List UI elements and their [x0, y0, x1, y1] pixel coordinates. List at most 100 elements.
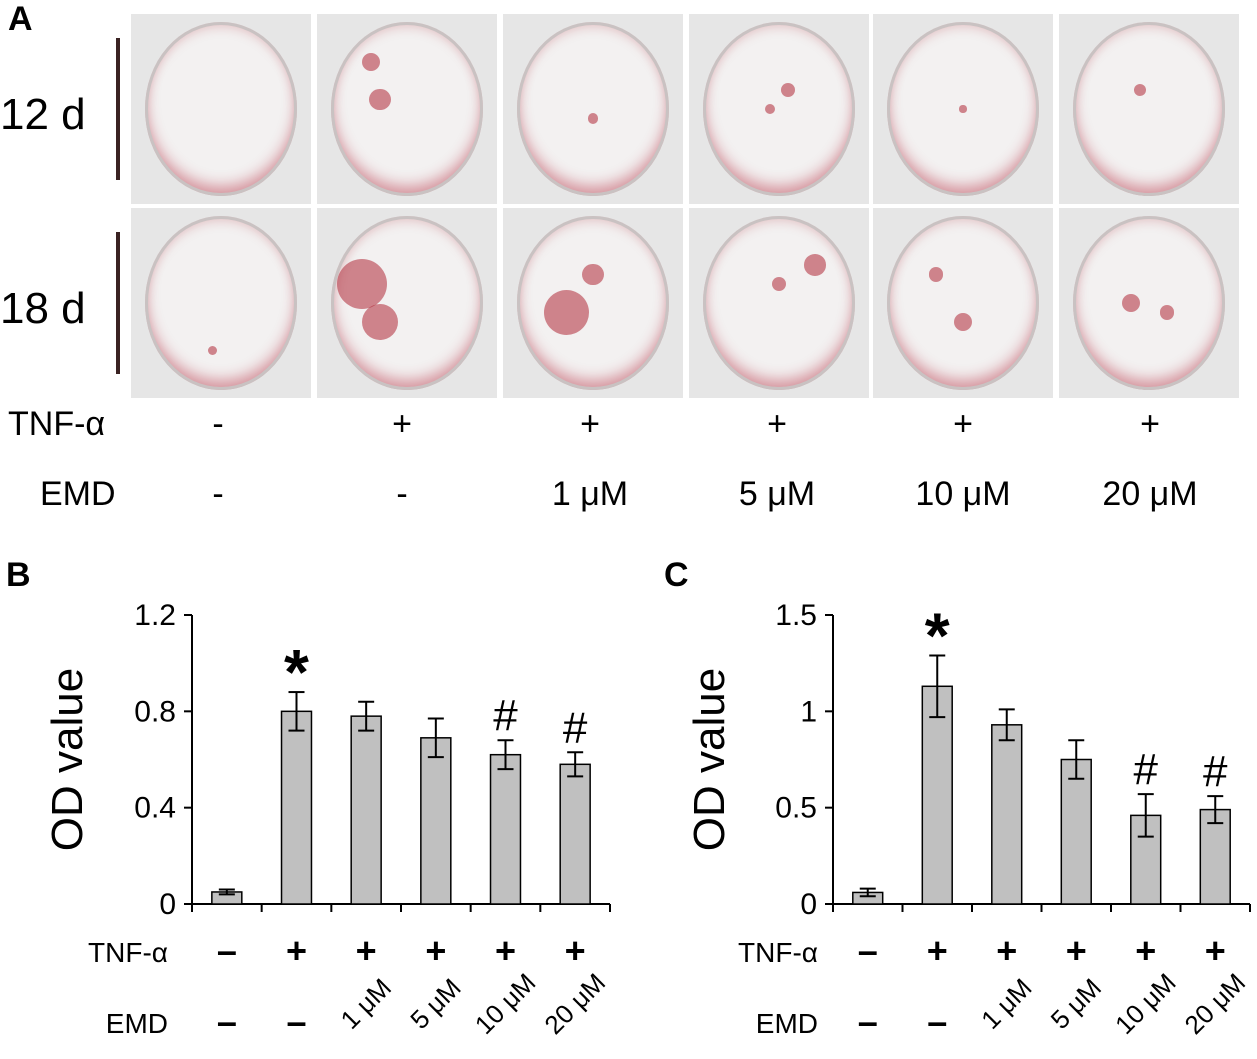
y-tick-label: 0.5 — [775, 792, 817, 825]
culture-dish — [1073, 22, 1225, 196]
culture-dish — [145, 22, 297, 196]
stain-spot — [207, 346, 217, 355]
stain-spot — [780, 82, 796, 98]
emd-value: 10 μM — [1109, 967, 1182, 1040]
tnf-value: + — [1066, 930, 1087, 971]
y-tick-label: 1 — [800, 695, 817, 728]
emd-row-label: EMD — [106, 1008, 168, 1039]
bar — [280, 710, 313, 905]
tnf-value: + — [1205, 930, 1226, 971]
stain-spot — [1159, 305, 1175, 320]
y-tick-label: 0 — [159, 888, 176, 921]
culture-dish — [517, 216, 669, 390]
stain-spot — [928, 267, 944, 282]
emd-value: – — [217, 1001, 237, 1042]
emd-value: 10 μM — [469, 967, 542, 1040]
y-axis-label: OD value — [43, 668, 92, 851]
bar — [420, 737, 452, 905]
emd-value: 20 μM — [1179, 967, 1252, 1040]
culture-dish — [517, 22, 669, 196]
bar — [1199, 808, 1231, 905]
y-tick-label: 0.4 — [134, 792, 176, 825]
tnf-value: – — [858, 930, 878, 971]
tnf-value: + — [565, 930, 586, 971]
tnf-value: + — [1135, 930, 1156, 971]
well-image — [1059, 208, 1239, 398]
panel-a-tnf-value: + — [953, 405, 973, 443]
emd-value: 1 μM — [335, 972, 397, 1034]
row-label-12d: 12 d — [0, 90, 86, 139]
stain-spot — [954, 313, 972, 331]
emd-row-label: EMD — [756, 1008, 818, 1039]
panel-a-emd-value: 5 μM — [738, 475, 816, 513]
tnf-value: + — [996, 930, 1017, 971]
tnf-value: + — [425, 930, 446, 971]
well-image — [873, 208, 1053, 398]
emd-value: 5 μM — [404, 972, 466, 1034]
tnf-value: + — [356, 930, 377, 971]
y-tick-label: 1.2 — [134, 599, 176, 632]
stain-spot — [587, 113, 599, 124]
well-image — [131, 14, 311, 204]
tnf-value: + — [927, 930, 948, 971]
well-image — [503, 208, 683, 398]
panel-c-letter: C — [664, 556, 689, 594]
culture-dish — [145, 216, 297, 390]
well-image — [689, 208, 869, 398]
panel-a-emd-value: - — [212, 475, 224, 513]
emd-value: – — [927, 1001, 947, 1042]
panel-b-letter: B — [6, 556, 31, 594]
bar — [1060, 758, 1092, 905]
stain-spot — [804, 254, 826, 276]
bar — [489, 753, 522, 905]
emd-value: 20 μM — [538, 967, 611, 1040]
significance-hash: # — [1203, 747, 1228, 796]
stain-spot — [959, 105, 967, 113]
bar — [921, 685, 953, 905]
stain-spot — [362, 52, 380, 71]
well-image — [873, 14, 1053, 204]
significance-hash: # — [1134, 745, 1159, 794]
y-tick-label: 0 — [800, 888, 817, 921]
y-tick-label: 1.5 — [775, 599, 817, 632]
panel-a-tnf-value: - — [212, 405, 224, 443]
bar — [559, 763, 591, 905]
panel-a-emd-value: 20 μM — [1102, 475, 1198, 513]
panel-a-emd-value: - — [396, 475, 408, 513]
tnf-value: + — [286, 930, 307, 971]
culture-dish — [703, 22, 855, 196]
panel-a-tnf-value: + — [580, 405, 600, 443]
stain-spot — [1133, 83, 1147, 97]
row-18d-bracket — [116, 232, 120, 374]
emd-value: 1 μM — [975, 972, 1037, 1034]
significance-star: * — [284, 636, 309, 708]
emd-value: 5 μM — [1045, 972, 1107, 1034]
panel-a-tnf-value: + — [392, 405, 412, 443]
stain-spot — [362, 304, 398, 340]
row-label-18d: 18 d — [0, 284, 86, 333]
well-image — [131, 208, 311, 398]
significance-hash: # — [563, 703, 588, 752]
tnf-row-label: TNF-α — [738, 937, 818, 968]
well-image — [317, 14, 497, 204]
well-image — [1059, 14, 1239, 204]
panel-a-emd-value: 10 μM — [915, 475, 1011, 513]
panel-a-emd-value: 1 μM — [551, 475, 629, 513]
tnf-value: + — [495, 930, 516, 971]
culture-dish — [887, 216, 1039, 390]
well-image — [689, 14, 869, 204]
emd-value: – — [286, 1001, 306, 1042]
culture-dish — [331, 22, 483, 196]
stain-spot — [336, 258, 388, 310]
significance-hash: # — [493, 691, 518, 740]
tnf-row-label: TNF-α — [88, 937, 168, 968]
bar — [350, 715, 382, 905]
bar — [991, 724, 1023, 905]
y-axis-label: OD value — [685, 668, 734, 851]
tnf-value: – — [217, 930, 237, 971]
culture-dish — [1073, 216, 1225, 390]
panel-a-emd-label: EMD — [40, 475, 116, 513]
stain-spot — [771, 276, 787, 292]
